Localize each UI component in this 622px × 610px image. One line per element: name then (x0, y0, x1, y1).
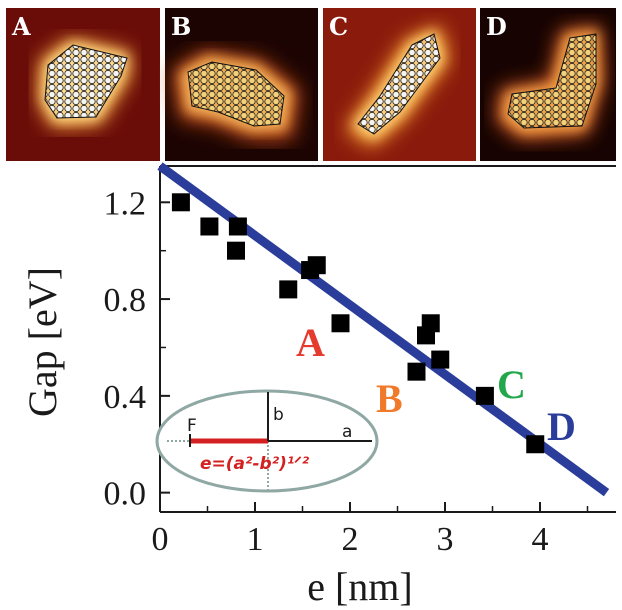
data-point (171, 193, 190, 212)
x-tick-label: 3 (437, 521, 454, 558)
plot-area: 0 1 2 3 4 0.0 0.4 0.8 1.2 (104, 165, 616, 558)
data-point (421, 314, 440, 333)
panel-c-label: C (329, 12, 348, 41)
x-tick-label: 4 (532, 521, 549, 558)
stm-panel-a: A (6, 8, 160, 161)
panel-a-label: A (11, 12, 31, 41)
data-point (228, 217, 247, 236)
y-tick-label: 0.4 (104, 379, 147, 416)
y-tick-label: 0.0 (104, 476, 147, 513)
y-tick-label: 0.8 (104, 282, 147, 319)
data-point (279, 280, 298, 299)
x-tick-label: 1 (247, 521, 264, 558)
data-point (526, 435, 545, 454)
point-label-c: C (497, 362, 526, 407)
data-points (171, 193, 545, 454)
data-point (475, 386, 494, 405)
x-axis-title: e [nm] (307, 564, 413, 609)
x-tick-label: 0 (152, 521, 169, 558)
point-label-d: D (547, 404, 576, 449)
ellipse-inset: F b a e=(a²-b²)¹ᐟ² (155, 389, 379, 493)
y-tick-label: 1.2 (104, 185, 147, 222)
data-point (331, 314, 350, 333)
stm-panel-b: B (165, 8, 318, 161)
panel-b-label: B (171, 12, 191, 41)
data-point (431, 350, 450, 369)
panel-d-label: D (486, 12, 507, 41)
x-tick-label: 2 (342, 521, 359, 558)
inset-a-label: a (342, 422, 352, 442)
stm-panel-c: C (323, 8, 476, 161)
inset-equation: e=(a²-b²)¹ᐟ² (200, 454, 310, 474)
y-ticks: 0.0 0.4 0.8 1.2 (104, 185, 170, 513)
data-point (200, 217, 219, 236)
y-axis-title: Gap [eV] (20, 267, 65, 417)
data-point (227, 241, 245, 260)
data-point (307, 256, 326, 275)
point-label-a: A (296, 320, 325, 365)
stm-panel-d: D (480, 8, 616, 161)
inset-focus-label: F (187, 416, 197, 436)
x-ticks: 0 1 2 3 4 (152, 502, 589, 558)
data-point (407, 362, 426, 381)
inset-b-label: b (273, 405, 284, 425)
point-label-b: B (376, 376, 403, 421)
